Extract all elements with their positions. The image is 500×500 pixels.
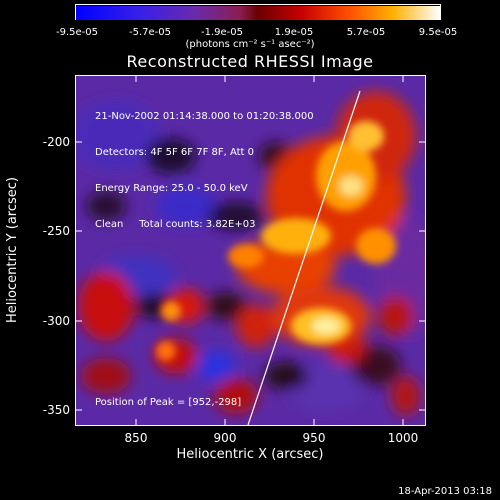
timestamp: 18-Apr-2013 03:18 xyxy=(398,486,492,497)
axis-tick-marks xyxy=(76,76,425,425)
colorbar-tick: 9.5e-05 xyxy=(418,27,458,38)
info-clean-counts: Clean Total counts: 3.82E+03 xyxy=(95,219,256,230)
y-tick-label: -200 xyxy=(42,135,70,149)
y-axis-label: Heliocentric Y (arcsec) xyxy=(5,177,20,323)
colorbar-tick: -1.9e-05 xyxy=(201,27,243,38)
info-detectors: Detectors: 4F 5F 6F 7F 8F, Att 0 xyxy=(95,147,255,158)
y-tick-label: -300 xyxy=(42,314,70,328)
heatmap-image xyxy=(75,75,426,426)
colorbar-unit-label: (photons cm⁻² s⁻¹ asec⁻²) xyxy=(185,39,315,50)
colorbar-tick: -9.5e-05 xyxy=(56,27,98,38)
colorbar-tick: 5.7e-05 xyxy=(346,27,386,38)
x-tick-label: 850 xyxy=(124,431,148,445)
peak-position-label: Position of Peak = [952,-298] xyxy=(95,397,242,408)
info-energy-range: Energy Range: 25.0 - 50.0 keV xyxy=(95,183,248,194)
x-tick-label: 1000 xyxy=(387,431,419,445)
plot-title: Reconstructed RHESSI Image xyxy=(126,52,374,71)
y-tick-label: -250 xyxy=(42,224,70,238)
y-tick-label: -350 xyxy=(42,403,70,417)
colorbar xyxy=(75,4,441,20)
observation-info: 21-Nov-2002 01:14:38.000 to 01:20:38.000… xyxy=(95,87,314,243)
heatmap-svg xyxy=(76,76,425,425)
colorbar-tick: 1.9e-05 xyxy=(274,27,314,38)
x-axis-label: Heliocentric X (arcsec) xyxy=(176,447,324,462)
colorbar-gradient xyxy=(76,6,440,20)
x-tick-label: 900 xyxy=(213,431,237,445)
info-time-range: 21-Nov-2002 01:14:38.000 to 01:20:38.000 xyxy=(95,111,314,122)
colorbar-tick: -5.7e-05 xyxy=(129,27,171,38)
solar-limb-line xyxy=(247,90,361,425)
y-axis-ticks: -200 -250 -300 -350 xyxy=(0,0,70,500)
x-tick-label: 950 xyxy=(302,431,326,445)
